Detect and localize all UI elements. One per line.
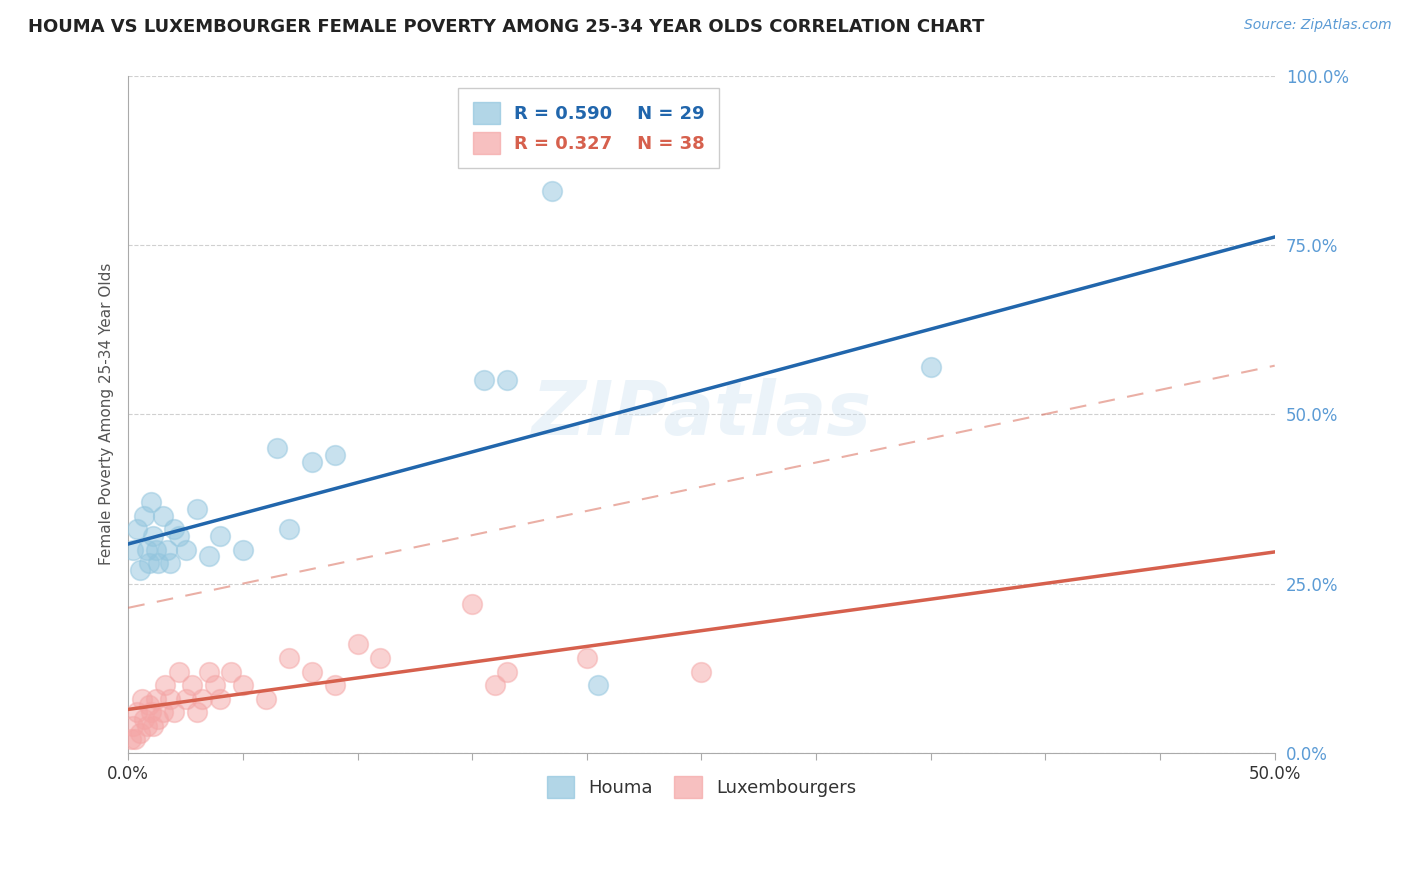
Point <box>208 691 231 706</box>
Point <box>301 665 323 679</box>
Point <box>277 522 299 536</box>
Point <box>370 651 392 665</box>
Point <box>131 691 153 706</box>
Point <box>153 678 176 692</box>
Point <box>127 705 149 719</box>
Point <box>323 678 346 692</box>
Point <box>152 705 174 719</box>
Point <box>120 732 142 747</box>
Point <box>232 678 254 692</box>
Point <box>174 691 197 706</box>
Point <box>190 691 212 706</box>
Point <box>159 556 181 570</box>
Point <box>277 651 299 665</box>
Point <box>208 529 231 543</box>
Point <box>254 691 277 706</box>
Point <box>141 705 163 719</box>
Point <box>142 719 165 733</box>
Point <box>346 638 368 652</box>
Point <box>142 529 165 543</box>
Point <box>186 502 208 516</box>
Point <box>495 665 517 679</box>
Point <box>152 508 174 523</box>
Point <box>461 597 484 611</box>
Point <box>145 691 167 706</box>
Point <box>181 678 204 692</box>
Point <box>127 522 149 536</box>
Point <box>146 556 169 570</box>
Point <box>221 665 243 679</box>
Point <box>141 495 163 509</box>
Point <box>121 719 143 733</box>
Point <box>495 373 517 387</box>
Point <box>163 522 186 536</box>
Point <box>186 705 208 719</box>
Point <box>146 712 169 726</box>
Point <box>232 542 254 557</box>
Legend: Houma, Luxembourgers: Houma, Luxembourgers <box>540 768 863 805</box>
Point <box>159 691 181 706</box>
Point <box>138 556 160 570</box>
Point <box>134 508 156 523</box>
Point <box>204 678 226 692</box>
Point <box>472 373 495 387</box>
Text: HOUMA VS LUXEMBOURGER FEMALE POVERTY AMONG 25-34 YEAR OLDS CORRELATION CHART: HOUMA VS LUXEMBOURGER FEMALE POVERTY AMO… <box>28 18 984 36</box>
Y-axis label: Female Poverty Among 25-34 Year Olds: Female Poverty Among 25-34 Year Olds <box>100 263 114 566</box>
Point <box>163 705 186 719</box>
Point <box>588 678 610 692</box>
Point <box>575 651 598 665</box>
Point <box>135 719 157 733</box>
Point <box>156 542 179 557</box>
Point <box>167 665 190 679</box>
Point <box>145 542 167 557</box>
Point <box>138 698 160 713</box>
Text: ZIPatlas: ZIPatlas <box>531 377 872 450</box>
Point <box>197 665 219 679</box>
Point <box>174 542 197 557</box>
Point <box>128 725 150 739</box>
Point <box>301 454 323 468</box>
Point <box>197 549 219 564</box>
Point <box>690 665 713 679</box>
Point <box>920 359 942 374</box>
Point <box>484 678 506 692</box>
Point <box>134 712 156 726</box>
Point <box>266 441 288 455</box>
Point <box>167 529 190 543</box>
Point <box>135 542 157 557</box>
Point <box>121 542 143 557</box>
Point <box>124 732 146 747</box>
Text: Source: ZipAtlas.com: Source: ZipAtlas.com <box>1244 18 1392 32</box>
Point <box>541 184 564 198</box>
Point <box>128 563 150 577</box>
Point <box>323 448 346 462</box>
